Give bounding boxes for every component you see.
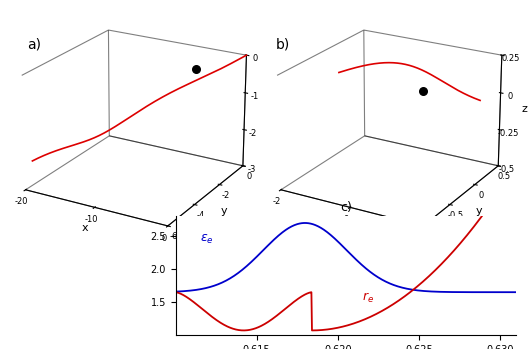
Text: b): b) — [275, 38, 289, 52]
Text: $\varepsilon_e$: $\varepsilon_e$ — [200, 232, 214, 246]
Text: c): c) — [340, 201, 352, 214]
Text: a): a) — [28, 38, 41, 52]
X-axis label: x: x — [81, 223, 88, 233]
Y-axis label: y: y — [476, 207, 483, 216]
Y-axis label: y: y — [221, 207, 227, 216]
Text: $r_e$: $r_e$ — [362, 291, 374, 305]
X-axis label: x: x — [337, 223, 343, 233]
